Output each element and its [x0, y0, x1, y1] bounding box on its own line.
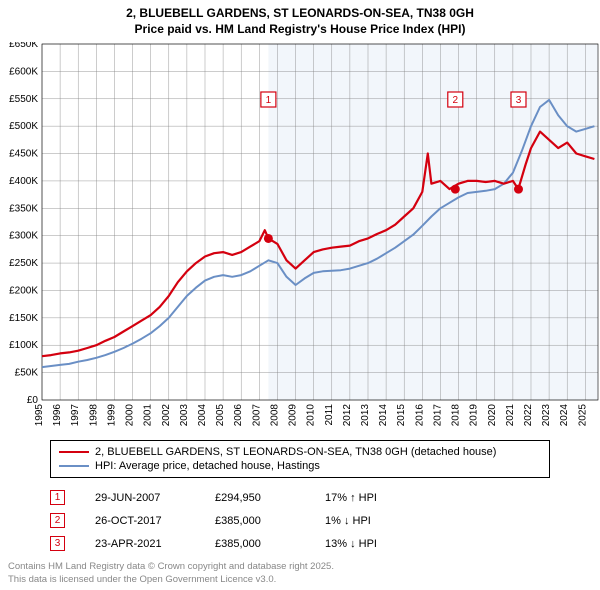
x-axis-label: 1996	[52, 404, 63, 427]
y-axis-label: £550K	[9, 94, 38, 105]
x-axis-label: 2008	[269, 404, 280, 427]
x-axis-label: 2025	[577, 404, 588, 427]
forecast-shade	[268, 44, 598, 400]
marker-table-date: 26-OCT-2017	[95, 515, 185, 527]
y-axis-label: £400K	[9, 176, 38, 187]
x-axis-label: 1995	[34, 404, 45, 427]
y-axis-label: £300K	[9, 231, 38, 242]
x-axis-label: 2011	[324, 404, 335, 426]
sale-marker-dot-2	[451, 185, 460, 194]
x-axis-label: 2005	[215, 404, 226, 427]
y-axis-label: £150K	[9, 313, 38, 324]
chart-title: 2, BLUEBELL GARDENS, ST LEONARDS-ON-SEA,…	[0, 0, 600, 37]
footer-attribution: Contains HM Land Registry data © Crown c…	[8, 561, 334, 586]
y-axis-label: £50K	[15, 368, 39, 379]
x-axis-label: 1999	[106, 404, 117, 427]
marker-table-num: 1	[50, 490, 65, 505]
marker-table-date: 23-APR-2021	[95, 538, 185, 550]
marker-table-price: £385,000	[215, 538, 295, 550]
y-axis-label: £100K	[9, 340, 38, 351]
y-axis-label: £250K	[9, 258, 38, 269]
legend-swatch	[59, 465, 89, 467]
sale-marker-dot-3	[514, 185, 523, 194]
legend-swatch	[59, 451, 89, 453]
x-axis-label: 2015	[396, 404, 407, 427]
sale-marker-num-3: 3	[516, 95, 522, 106]
marker-table-row: 1 29-JUN-2007 £294,950 17% ↑ HPI	[50, 486, 425, 509]
x-axis-label: 2013	[360, 404, 371, 427]
x-axis-label: 2002	[161, 404, 172, 427]
x-axis-label: 1998	[88, 404, 99, 427]
sales-marker-table: 1 29-JUN-2007 £294,950 17% ↑ HPI 2 26-OCT-201…	[50, 486, 425, 555]
sale-marker-dot-1	[264, 234, 273, 243]
footer-line-1: Contains HM Land Registry data © Crown c…	[8, 561, 334, 573]
marker-table-hpi: 13% ↓ HPI	[325, 538, 425, 550]
legend-box: 2, BLUEBELL GARDENS, ST LEONARDS-ON-SEA,…	[50, 440, 550, 478]
y-axis-label: £350K	[9, 203, 38, 214]
x-axis-label: 2022	[523, 404, 534, 427]
marker-table-price: £294,950	[215, 492, 295, 504]
y-axis-label: £600K	[9, 66, 38, 77]
x-axis-label: 2003	[179, 404, 190, 427]
x-axis-label: 2023	[541, 404, 552, 427]
x-axis-label: 2021	[505, 404, 516, 427]
footer-line-2: This data is licensed under the Open Gov…	[8, 574, 334, 586]
x-axis-label: 2009	[288, 404, 299, 427]
legend-label: 2, BLUEBELL GARDENS, ST LEONARDS-ON-SEA,…	[95, 446, 496, 458]
marker-table-date: 29-JUN-2007	[95, 492, 185, 504]
legend-row: HPI: Average price, detached house, Hast…	[59, 459, 541, 473]
legend-label: HPI: Average price, detached house, Hast…	[95, 460, 320, 472]
x-axis-label: 2014	[378, 404, 389, 427]
marker-table-row: 2 26-OCT-2017 £385,000 1% ↓ HPI	[50, 509, 425, 532]
x-axis-label: 2018	[451, 404, 462, 427]
x-axis-label: 2012	[342, 404, 353, 427]
x-axis-label: 2001	[143, 404, 154, 427]
x-axis-label: 2020	[487, 404, 498, 427]
x-axis-label: 2019	[469, 404, 480, 427]
marker-table-row: 3 23-APR-2021 £385,000 13% ↓ HPI	[50, 532, 425, 555]
sale-marker-num-2: 2	[453, 95, 459, 106]
x-axis-label: 2010	[306, 404, 317, 427]
y-axis-label: £450K	[9, 149, 38, 160]
x-axis-label: 2024	[559, 404, 570, 427]
chart-svg: £0£50K£100K£150K£200K£250K£300K£350K£400…	[0, 42, 600, 436]
y-axis-label: £650K	[9, 42, 38, 50]
x-axis-label: 2004	[197, 404, 208, 427]
marker-table-hpi: 17% ↑ HPI	[325, 492, 425, 504]
title-line-2: Price paid vs. HM Land Registry's House …	[0, 22, 600, 38]
marker-table-hpi: 1% ↓ HPI	[325, 515, 425, 527]
x-axis-label: 2007	[251, 404, 262, 427]
y-axis-label: £200K	[9, 285, 38, 296]
marker-table-price: £385,000	[215, 515, 295, 527]
marker-table-num: 3	[50, 536, 65, 551]
x-axis-label: 2016	[414, 404, 425, 427]
chart-area: £0£50K£100K£150K£200K£250K£300K£350K£400…	[0, 42, 600, 436]
x-axis-label: 1997	[70, 404, 81, 427]
marker-table-num: 2	[50, 513, 65, 528]
title-line-1: 2, BLUEBELL GARDENS, ST LEONARDS-ON-SEA,…	[0, 6, 600, 22]
y-axis-label: £500K	[9, 121, 38, 132]
x-axis-label: 2006	[233, 404, 244, 427]
x-axis-label: 2000	[125, 404, 136, 427]
x-axis-label: 2017	[432, 404, 443, 427]
legend-row: 2, BLUEBELL GARDENS, ST LEONARDS-ON-SEA,…	[59, 445, 541, 459]
sale-marker-num-1: 1	[266, 95, 272, 106]
